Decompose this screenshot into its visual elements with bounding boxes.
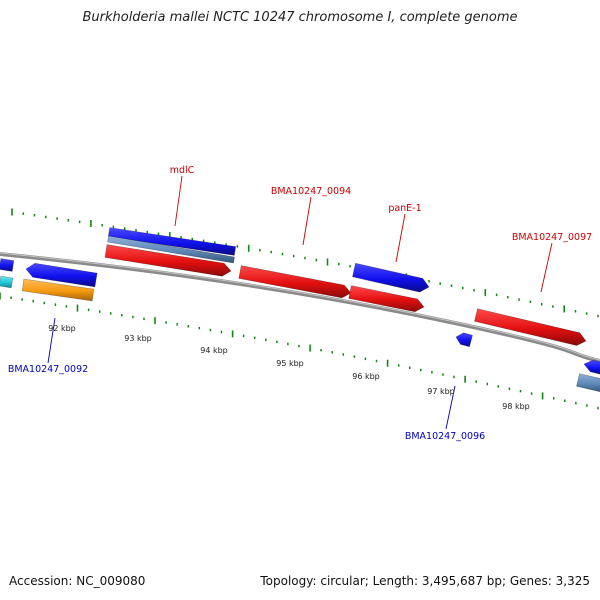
scale-label-98kbp: 98 kbp — [502, 402, 530, 411]
reverse-gene-mdlC — [107, 227, 237, 256]
scale-label-97kbp: 97 kbp — [427, 387, 455, 396]
orange-feature-BMA10247-0092 — [21, 278, 95, 302]
scale-label-96kbp: 96 kbp — [352, 372, 380, 381]
reverse-cds-BMA10247-0092 — [25, 262, 98, 288]
leader-BMA10247-0096 — [445, 385, 456, 430]
genome-summary-text: Topology: circular; Length: 3,495,687 bp… — [260, 574, 590, 588]
labels: mdlC BMA10247_0094 panE-1 BMA10247_0097 … — [8, 165, 592, 442]
backbone-highlight — [0, 252, 600, 361]
reverse-gene-mdlC-pale — [107, 235, 235, 264]
forward-cds-mdlC — [104, 244, 232, 277]
gene-label-BMA10247-0094: BMA10247_0094 — [271, 186, 351, 197]
scale-label-95kbp: 95 kbp — [276, 359, 304, 368]
leader-BMA10247-0094 — [302, 196, 312, 246]
label-leaders — [47, 175, 553, 430]
gene-label-BMA10247-0096: BMA10247_0096 — [405, 431, 485, 442]
map-title: Burkholderia mallei NCTC 10247 chromosom… — [82, 10, 518, 25]
feature-track — [0, 227, 600, 393]
outer-tick-ring — [11, 208, 599, 318]
scale-label-94kbp: 94 kbp — [200, 346, 228, 355]
forward-cds-BMA10247-0097 — [474, 308, 587, 346]
gene-label-BMA10247-0092: BMA10247_0092 — [8, 364, 88, 375]
leader-panE-1 — [395, 213, 406, 263]
scale-label-92kbp: 92 kbp — [48, 324, 76, 333]
scale-label-93kbp: 93 kbp — [124, 334, 152, 343]
gene-label-panE-1: panE-1 — [388, 203, 421, 214]
accession-text: Accession: NC_009080 — [9, 574, 146, 588]
backbone-line — [0, 252, 600, 363]
leader-BMA10247-0097 — [540, 242, 553, 293]
leader-BMA10247-0092 — [47, 317, 56, 364]
tick-marks — [0, 208, 599, 410]
forward-cds-panE-1 — [348, 285, 425, 313]
gene-label-BMA10247-0097: BMA10247_0097 — [512, 232, 592, 243]
forward-cds-BMA10247-0094 — [238, 265, 352, 299]
pale-gene-edge-right — [576, 373, 600, 393]
reverse-cds-edge-right — [583, 359, 600, 375]
cyan-feature-edge-left — [0, 275, 14, 289]
reverse-cds-edge-left — [0, 258, 15, 272]
inner-tick-ring — [0, 292, 599, 410]
gene-label-mdlC: mdlC — [170, 165, 195, 176]
reverse-cds-BMA10247-0096 — [455, 332, 473, 348]
reverse-cds-panE-1 — [352, 262, 430, 293]
leader-mdlC — [174, 175, 183, 227]
backbone — [0, 252, 600, 363]
